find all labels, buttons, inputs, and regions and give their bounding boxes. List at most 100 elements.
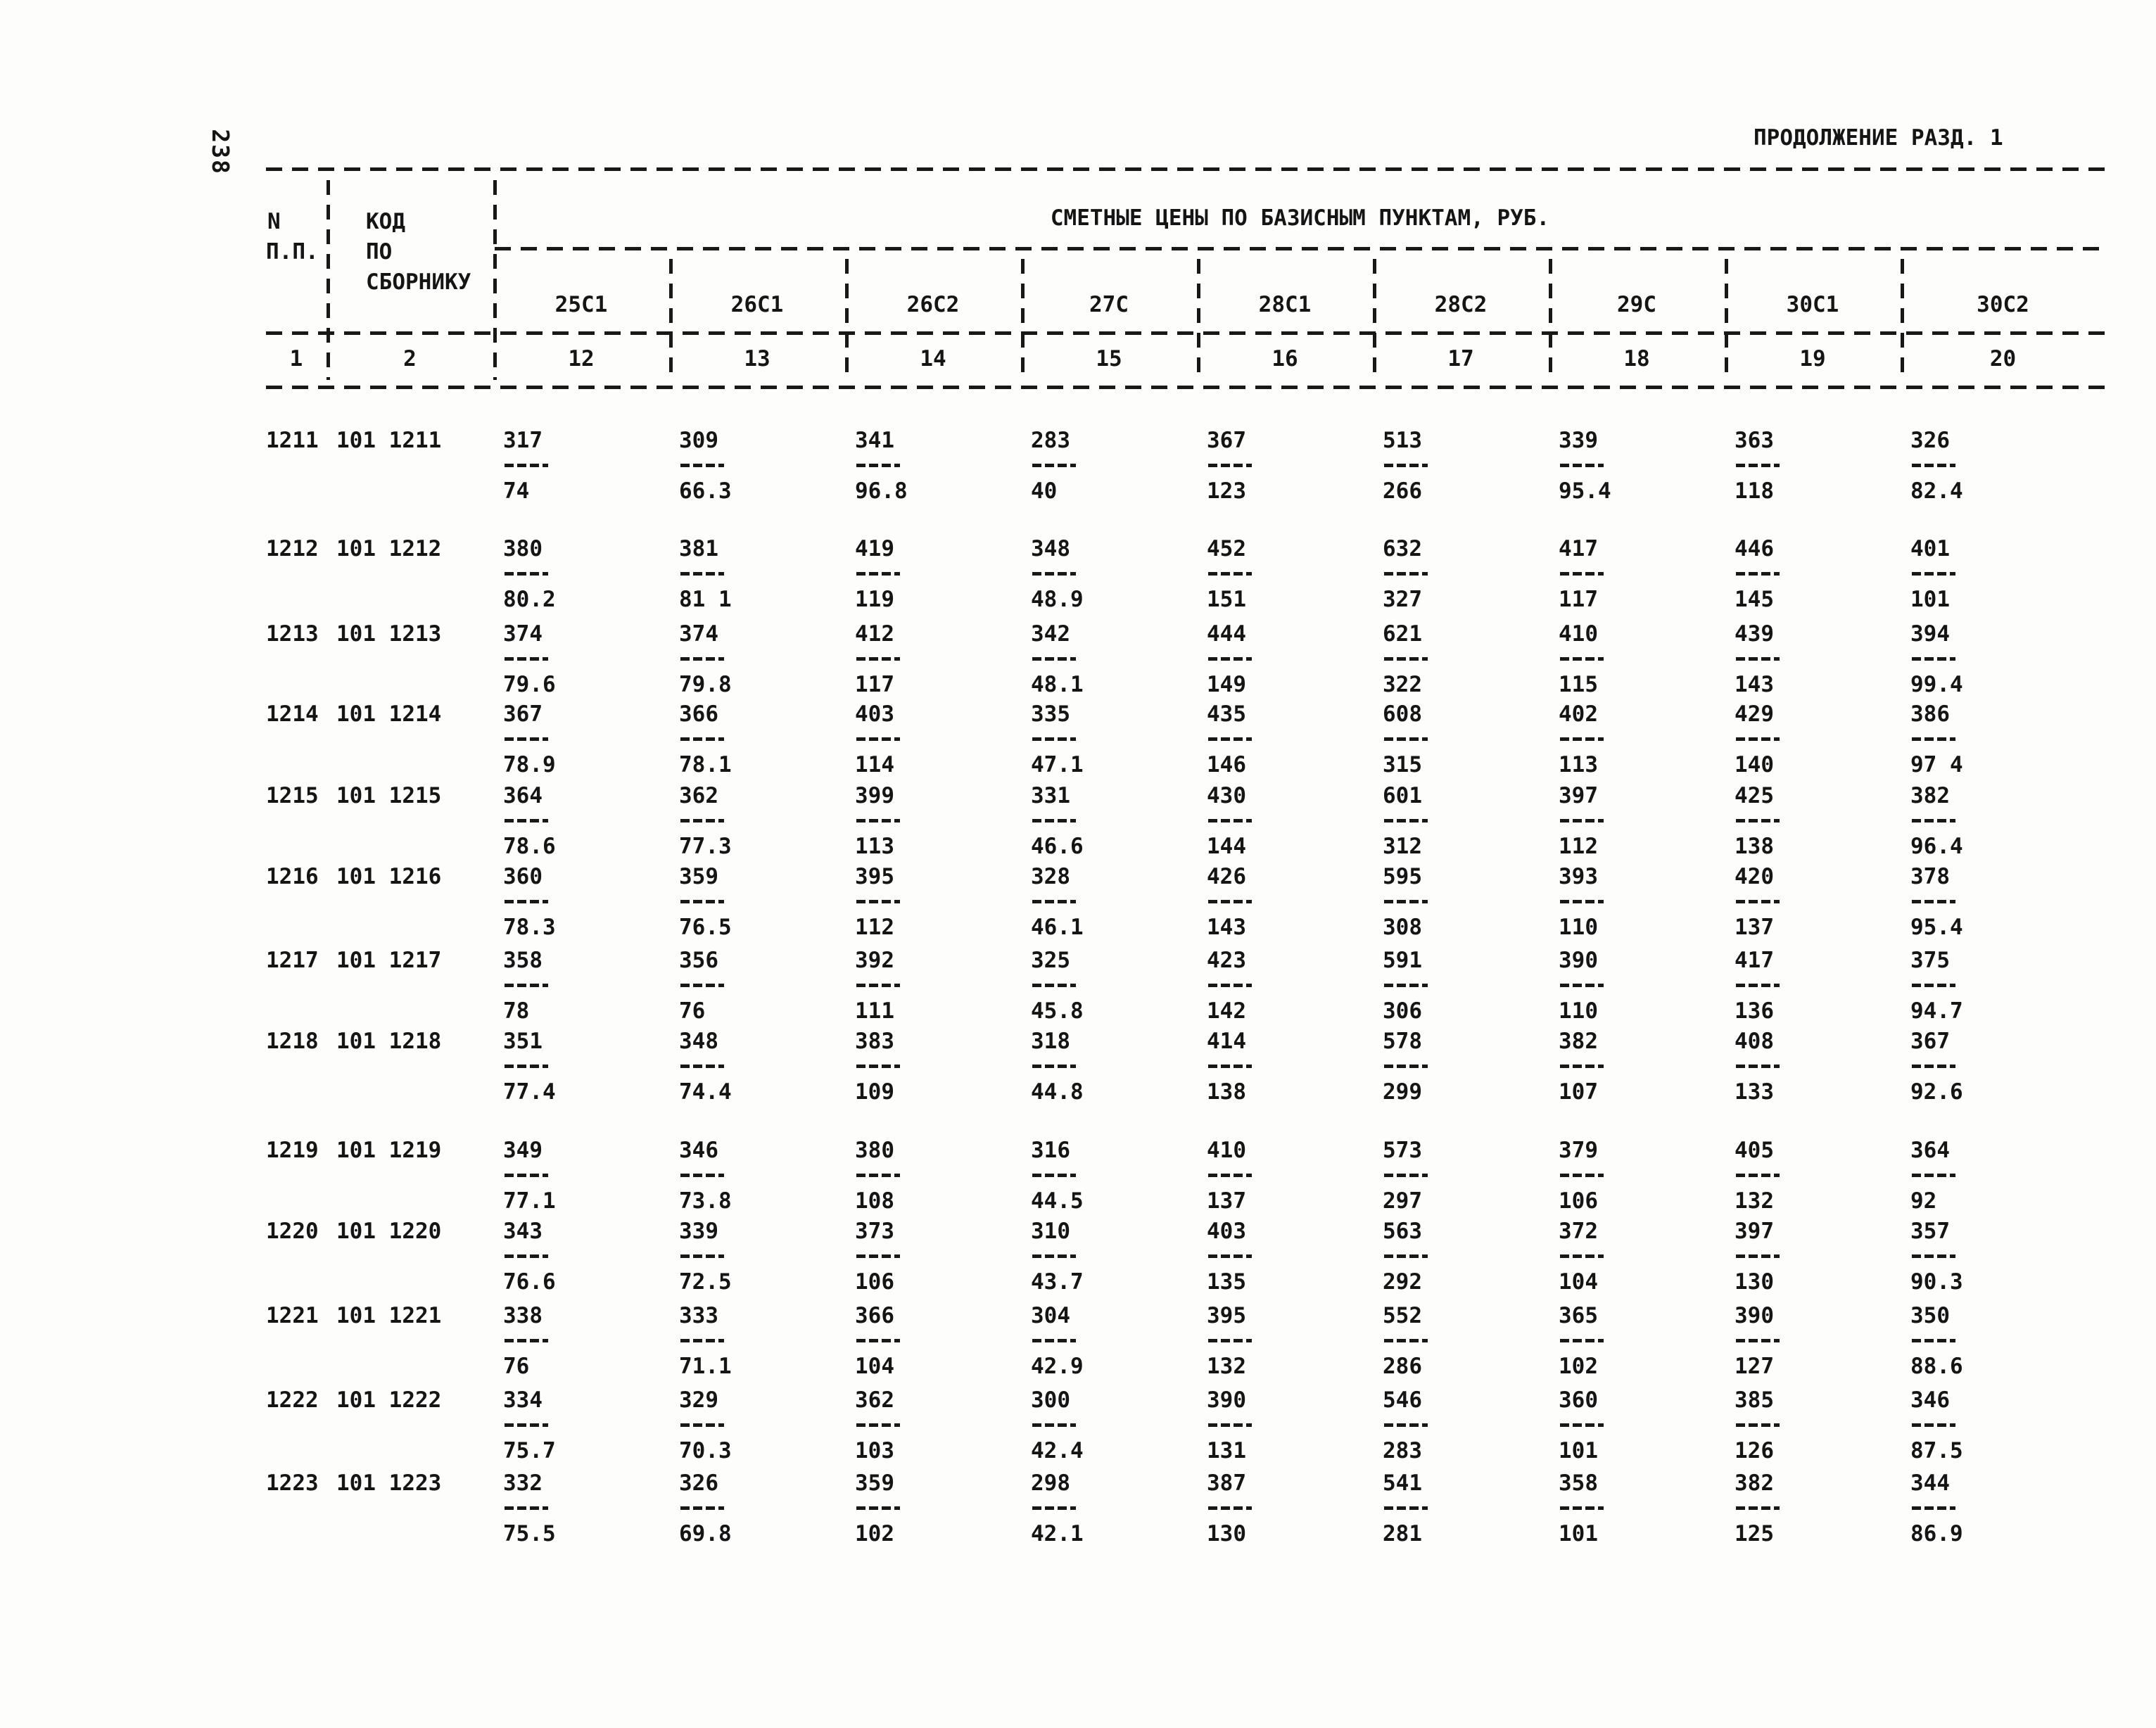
- price-cell: 316 44.5: [1031, 1140, 1207, 1212]
- column-divider: [1549, 259, 1552, 380]
- price-upper: 601: [1383, 783, 1422, 808]
- price-cell: 632 327: [1383, 538, 1559, 611]
- price-cell: 380 108: [855, 1140, 1031, 1212]
- header-npp-line2: П.П.: [266, 239, 319, 265]
- row-label: 1222 101 1222: [266, 1390, 477, 1411]
- price-upper: 397: [1735, 1219, 1774, 1244]
- fraction-line: [1208, 1339, 1252, 1342]
- price-cell: 328 46.1: [1031, 866, 1207, 939]
- price-cell: 344 86.9: [1910, 1473, 2086, 1545]
- price-upper: 632: [1383, 536, 1422, 561]
- fraction-line: [1560, 984, 1604, 987]
- price-lower: 283: [1383, 1438, 1422, 1463]
- price-lower: 306: [1383, 998, 1422, 1024]
- price-cell: 364 92: [1910, 1140, 2086, 1212]
- fraction-line: [1384, 819, 1428, 822]
- price-lower: 103: [855, 1438, 894, 1463]
- fraction-line: [680, 657, 724, 661]
- price-lower: 140: [1735, 752, 1774, 777]
- fraction-line: [1560, 1339, 1604, 1342]
- price-upper: 414: [1207, 1029, 1246, 1054]
- price-lower: 70.3: [679, 1438, 732, 1463]
- price-cell: 358 78: [503, 950, 679, 1022]
- price-upper: 392: [855, 948, 894, 973]
- column-number-2: 2: [403, 346, 417, 371]
- rule-top: [266, 167, 2105, 171]
- fraction-line: [505, 737, 548, 741]
- price-lower: 76: [679, 998, 706, 1024]
- price-cell: 343 76.6: [503, 1221, 679, 1293]
- price-cell: 350 88.6: [1910, 1305, 2086, 1378]
- price-cell: 444 149: [1207, 623, 1383, 696]
- price-upper: 390: [1207, 1387, 1246, 1413]
- fraction-line: [680, 819, 724, 822]
- price-cell: 362 77.3: [679, 785, 855, 858]
- price-cell: 414 138: [1207, 1031, 1383, 1103]
- header-divider-code: [493, 180, 497, 380]
- price-lower: 117: [855, 672, 894, 697]
- fraction-line: [1736, 657, 1780, 661]
- table-row: 1211 101 1211 317 74 309 66.3 341 96.8 283 40 367 1…: [0, 430, 2156, 502]
- price-cell: 595 308: [1383, 866, 1559, 939]
- fraction-line: [1560, 1065, 1604, 1068]
- row-label: 1220 101 1220: [266, 1221, 477, 1243]
- price-upper: 397: [1559, 783, 1598, 808]
- price-upper: 373: [855, 1219, 894, 1244]
- price-upper: 367: [503, 701, 543, 727]
- table-row: 1221 101 1221 338 76 333 71.1 366 104 304 42.9 395…: [0, 1305, 2156, 1378]
- fraction-line: [680, 1423, 724, 1427]
- price-cell: 392 111: [855, 950, 1031, 1022]
- price-cell: 405 132: [1735, 1140, 1910, 1212]
- column-label: 28С1: [1258, 292, 1312, 317]
- fraction-line: [1384, 1339, 1428, 1342]
- fraction-line: [1560, 1254, 1604, 1258]
- price-cell: 374 79.8: [679, 623, 855, 696]
- price-upper: 393: [1559, 864, 1598, 889]
- column-label: 28С2: [1434, 292, 1488, 317]
- row-label: 1215 101 1215: [266, 785, 477, 807]
- fraction-line: [856, 1254, 900, 1258]
- price-upper: 401: [1910, 536, 1950, 561]
- price-upper: 417: [1735, 948, 1774, 973]
- price-cell: 335 47.1: [1031, 704, 1207, 776]
- price-upper: 382: [1559, 1029, 1598, 1054]
- price-upper: 335: [1031, 701, 1070, 727]
- row-label: 1212 101 1212: [266, 538, 477, 560]
- table-row: 1214 101 1214 367 78.9 366 78.1 403 114 335 47.1 4…: [0, 704, 2156, 776]
- rule-under-column-labels: [266, 331, 2105, 335]
- price-upper: 300: [1031, 1387, 1070, 1413]
- fraction-line: [1736, 464, 1780, 467]
- price-cell: 338 76: [503, 1305, 679, 1378]
- price-lower: 102: [855, 1521, 894, 1546]
- price-cell: 379 106: [1559, 1140, 1735, 1212]
- price-upper: 358: [503, 948, 543, 973]
- row-npp: 1219: [266, 1138, 319, 1163]
- price-lower: 43.7: [1031, 1269, 1084, 1295]
- header-code-line3: СБОРНИКУ: [366, 269, 471, 295]
- fraction-line: [1560, 1174, 1604, 1177]
- fraction-line: [1384, 737, 1428, 741]
- price-cell: 362 103: [855, 1390, 1031, 1462]
- price-lower: 297: [1383, 1188, 1422, 1214]
- price-upper: 360: [503, 864, 543, 889]
- price-cell: 298 42.1: [1031, 1473, 1207, 1545]
- fraction-line: [856, 464, 900, 467]
- fraction-line: [505, 1254, 548, 1258]
- price-lower: 77.1: [503, 1188, 556, 1214]
- price-lower: 95.4: [1559, 478, 1611, 504]
- price-upper: 591: [1383, 948, 1422, 973]
- table-row: 1213 101 1213 374 79.6 374 79.8 412 117 342 48.1 4…: [0, 623, 2156, 696]
- price-cell: 397 130: [1735, 1221, 1910, 1293]
- price-upper: 402: [1559, 701, 1598, 727]
- price-cell: 408 133: [1735, 1031, 1910, 1103]
- column-divider: [1021, 259, 1025, 380]
- price-cell: 360 101: [1559, 1390, 1735, 1462]
- fraction-line: [1736, 1423, 1780, 1427]
- price-cell: 513 266: [1383, 430, 1559, 502]
- price-lower: 74: [503, 478, 530, 504]
- price-lower: 92.6: [1910, 1079, 1963, 1105]
- fraction-line: [1032, 900, 1076, 903]
- price-lower: 281: [1383, 1521, 1422, 1546]
- fraction-line: [1032, 819, 1076, 822]
- price-cell: 430 144: [1207, 785, 1383, 858]
